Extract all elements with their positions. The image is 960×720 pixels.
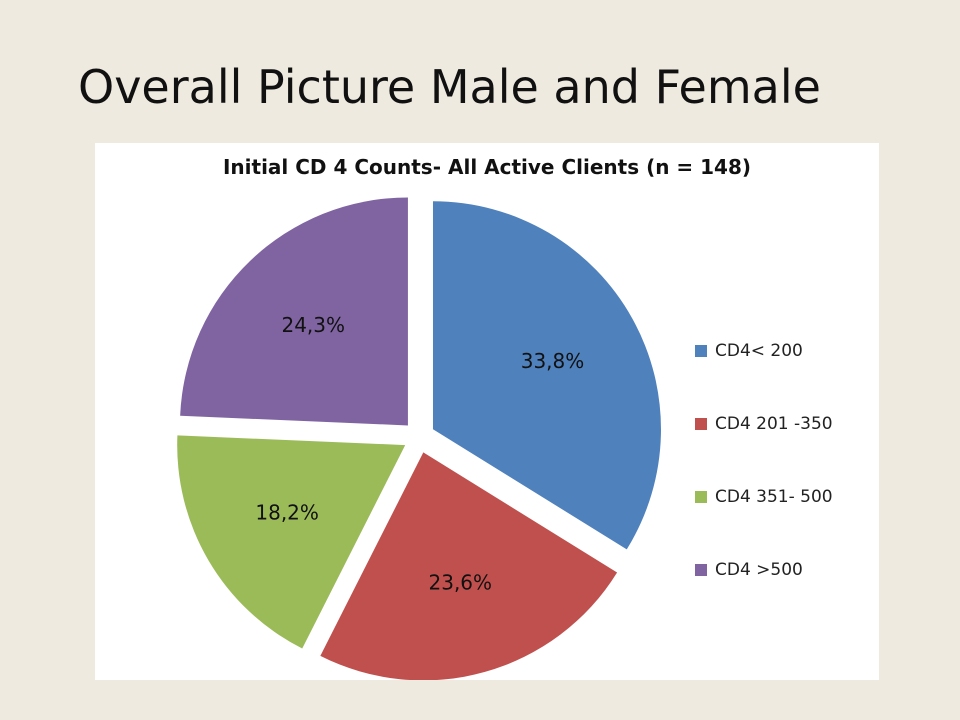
chart-legend: CD4< 200 CD4 201 -350 CD4 351- 500 CD4 >… bbox=[695, 339, 870, 631]
pie-slice bbox=[180, 197, 408, 426]
legend-label: CD4 351- 500 bbox=[715, 487, 833, 507]
pie-slice bbox=[320, 452, 618, 680]
legend-item: CD4 201 -350 bbox=[695, 412, 870, 436]
pie-chart: 33,8% 23,6% 18,2% 24,3% bbox=[177, 197, 661, 680]
pie-slice bbox=[432, 201, 661, 550]
legend-swatch bbox=[695, 491, 707, 503]
chart-panel: Initial CD 4 Counts- All Active Clients … bbox=[95, 143, 879, 680]
slice-data-label: 18,2% bbox=[255, 501, 319, 525]
legend-swatch bbox=[695, 564, 707, 576]
legend-swatch bbox=[695, 345, 707, 357]
legend-item: CD4< 200 bbox=[695, 339, 870, 363]
legend-label: CD4 >500 bbox=[715, 560, 803, 580]
legend-item: CD4 >500 bbox=[695, 558, 870, 582]
slide-title: Overall Picture Male and Female bbox=[78, 60, 821, 114]
legend-swatch bbox=[695, 418, 707, 430]
legend-label: CD4 201 -350 bbox=[715, 414, 833, 434]
slice-data-label: 33,8% bbox=[521, 349, 585, 373]
legend-label: CD4< 200 bbox=[715, 341, 803, 361]
legend-item: CD4 351- 500 bbox=[695, 485, 870, 509]
slice-data-label: 24,3% bbox=[281, 313, 345, 337]
pie-slice bbox=[177, 435, 406, 649]
chart-title: Initial CD 4 Counts- All Active Clients … bbox=[222, 155, 752, 179]
slice-data-label: 23,6% bbox=[429, 571, 493, 595]
